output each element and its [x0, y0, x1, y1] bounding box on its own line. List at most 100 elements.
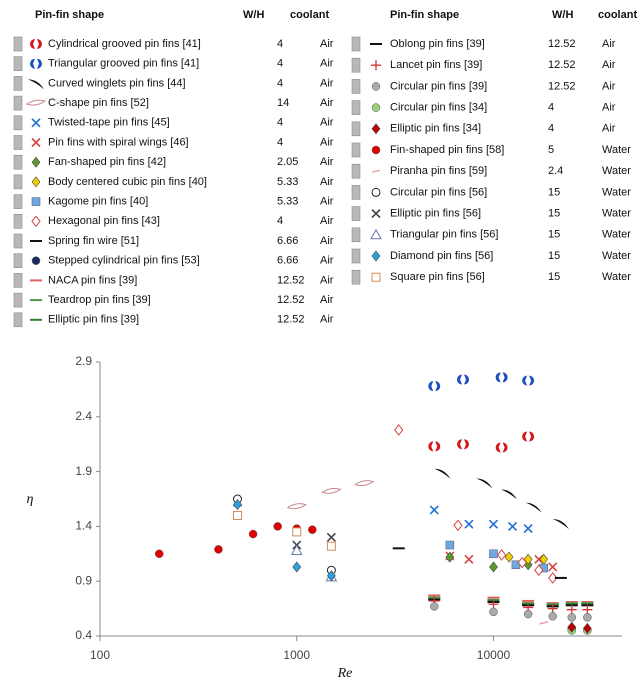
header-coolant: coolant [598, 9, 637, 21]
point [526, 503, 542, 513]
legend-wh: 4 [277, 136, 283, 148]
legend-marker-part [32, 257, 40, 265]
point [428, 441, 440, 451]
header-shape: Pin-fin shape [390, 9, 459, 21]
point-part [457, 439, 462, 449]
legend-label: Elliptic pin fins [39] [48, 314, 139, 326]
legend-marker-part [32, 177, 40, 187]
point-part [454, 520, 462, 530]
y-tick-label: 2.9 [75, 354, 92, 368]
point-part [446, 541, 454, 549]
legend-wh: 5 [548, 144, 554, 156]
point [293, 528, 301, 536]
point [434, 469, 450, 479]
legend-marker [32, 257, 40, 265]
point [430, 506, 438, 514]
legend-label: Circular pin fins [39] [390, 80, 487, 92]
legend-coolant: Water [602, 229, 631, 241]
point-part [274, 522, 282, 530]
legend-marker-part [372, 273, 380, 281]
legend-marker [32, 139, 40, 147]
point-part [234, 511, 242, 519]
pin-icon [14, 57, 22, 71]
point [540, 622, 548, 624]
legend-wh: 4 [277, 215, 283, 227]
pin-icon [14, 254, 22, 268]
point [489, 550, 497, 558]
legend-wh: 4 [277, 58, 283, 70]
legend-label: Square pin fins [56] [390, 271, 485, 283]
point-part [430, 506, 438, 514]
point [498, 550, 506, 560]
point-part [496, 442, 501, 452]
pin-icon [14, 195, 22, 209]
legend-label: Stepped cylindrical pin fins [53] [48, 255, 200, 267]
legend-coolant: Air [320, 38, 334, 50]
legend-marker-part [372, 251, 380, 261]
point-part [428, 441, 433, 451]
pin-icon [14, 313, 22, 327]
legend-coolant: Air [320, 97, 334, 109]
legend-label: Cylindrical grooved pin fins [41] [48, 38, 201, 50]
point-part [549, 563, 557, 571]
point-part [465, 520, 473, 528]
pin-icon [14, 76, 22, 90]
point [476, 479, 492, 489]
point-part [464, 439, 469, 449]
point [454, 520, 462, 530]
x-tick-label: 1000 [283, 648, 310, 662]
point [465, 520, 473, 528]
point [288, 504, 306, 509]
pin-icon [352, 164, 360, 178]
pin-icon [14, 293, 22, 307]
point-part [293, 562, 301, 572]
point-part [428, 381, 433, 391]
legend-coolant: Air [320, 136, 334, 148]
legend-wh: 15 [548, 208, 560, 220]
point [522, 376, 534, 386]
point [155, 550, 163, 558]
legend-wh: 12.52 [548, 38, 576, 50]
legend-marker [372, 82, 380, 90]
point [234, 511, 242, 519]
point-part [308, 526, 316, 534]
legend-wh: 4 [277, 117, 283, 129]
point-part [549, 612, 557, 620]
legend-label: Twisted-tape pin fins [45] [48, 117, 170, 129]
legend-marker-part [37, 39, 42, 49]
point-part [489, 562, 497, 572]
legend-label: Spring fin wire [51] [48, 235, 139, 247]
point [249, 530, 257, 538]
point [568, 613, 576, 621]
pin-icon [14, 37, 22, 51]
point [583, 613, 591, 621]
legend-wh: 15 [548, 271, 560, 283]
point [327, 533, 335, 541]
legend-marker [27, 100, 45, 105]
legend-marker-part [32, 119, 40, 127]
pin-icon [352, 249, 360, 263]
x-tick-label: 10000 [477, 648, 511, 662]
point-part [522, 432, 527, 442]
legend-label: Fin-shaped pin fins [58] [390, 144, 504, 156]
legend-marker [32, 157, 40, 167]
legend-coolant: Air [602, 80, 616, 92]
point-part [498, 550, 506, 560]
legend-coolant: Air [320, 314, 334, 326]
pin-icon [352, 185, 360, 199]
legend-coolant: Water [602, 144, 631, 156]
legend-label: Pin fins with spiral wings [46] [48, 136, 189, 148]
legend-coolant: Air [602, 59, 616, 71]
pin-icon [352, 79, 360, 93]
legend-label: Triangular grooved pin fins [41] [48, 58, 199, 70]
point-part [526, 503, 542, 513]
legend-coolant: Air [320, 255, 334, 267]
point [457, 439, 469, 449]
point [524, 610, 532, 618]
legend-wh: 15 [548, 186, 560, 198]
point [522, 432, 534, 442]
legend-marker [32, 198, 40, 206]
y-tick-label: 0.4 [75, 628, 92, 642]
legend-coolant: Air [320, 235, 334, 247]
legend-marker [32, 177, 40, 187]
